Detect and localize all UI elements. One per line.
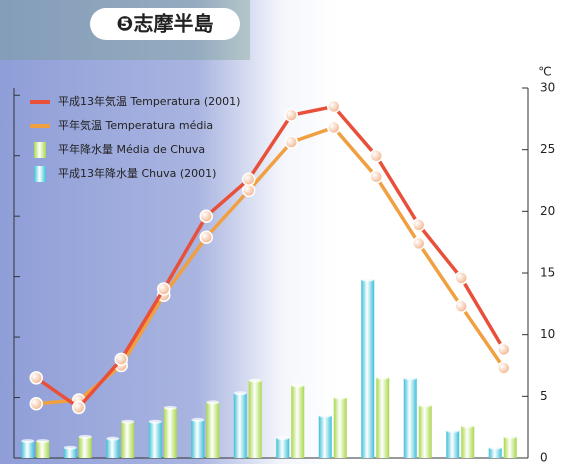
point (498, 343, 510, 355)
bar-cap (446, 429, 459, 433)
point (455, 272, 467, 284)
point (158, 283, 170, 295)
legend-swatch (34, 142, 46, 158)
bar-cap (376, 376, 389, 380)
bar-cap (419, 403, 432, 407)
bar-cap (191, 418, 204, 422)
bar-cap (21, 439, 34, 443)
bar (404, 378, 417, 458)
bar (319, 416, 332, 458)
bar (291, 385, 304, 458)
point (200, 231, 212, 243)
bar-cap (121, 420, 134, 424)
bar-cap (361, 278, 374, 282)
y-tick-label: 25 (540, 142, 555, 156)
point (30, 398, 42, 410)
y-tick-label: 0 (540, 451, 548, 464)
bar-cap (249, 379, 262, 383)
point (413, 237, 425, 249)
bar-cap (291, 383, 304, 387)
point (498, 362, 510, 374)
point (328, 121, 340, 133)
bar (461, 426, 474, 458)
bar (249, 381, 262, 458)
bar-cap (504, 435, 517, 439)
bar (376, 378, 389, 458)
y-axis-label: ℃ (538, 65, 551, 79)
bar (276, 438, 289, 458)
point (285, 136, 297, 148)
bar-cap (489, 446, 502, 450)
bar (79, 437, 92, 458)
bar-cap (149, 420, 162, 424)
bar-cap (79, 435, 92, 439)
legend-label: 平年気温 Temperatura média (58, 118, 213, 132)
bar (191, 420, 204, 458)
bar-cap (461, 424, 474, 428)
point (370, 171, 382, 183)
legend-label: 平成13年降水量 Chuva (2001) (58, 166, 216, 180)
point (413, 219, 425, 231)
bar (164, 408, 177, 458)
bar-cap (206, 400, 219, 404)
point (455, 300, 467, 312)
point (328, 101, 340, 113)
bar-cap (276, 436, 289, 440)
legend-label: 平年降水量 Média de Chuva (58, 142, 205, 156)
bar (504, 437, 517, 458)
bar-cap (234, 391, 247, 395)
chart: ❺志摩半島 ℃ 平成13年気温 Temperatura (2001) 平年気温 T… (0, 0, 563, 464)
bar (21, 441, 34, 458)
bar (106, 439, 119, 458)
bar (446, 431, 459, 458)
bar-cap (319, 414, 332, 418)
bar (419, 405, 432, 458)
point (243, 184, 255, 196)
bar (334, 398, 347, 458)
legend-swatch (30, 124, 50, 128)
bar-cap (106, 437, 119, 441)
bar-cap (334, 396, 347, 400)
point (30, 372, 42, 384)
point (370, 150, 382, 162)
y-tick-label: 20 (540, 204, 555, 218)
y-tick-label: 10 (540, 327, 555, 341)
chart-title: ❺志摩半島 (117, 12, 214, 36)
point (73, 401, 85, 413)
bar (121, 422, 134, 458)
bar-cap (36, 439, 49, 443)
legend-swatch (34, 166, 46, 182)
point (200, 210, 212, 222)
point (243, 173, 255, 185)
bar (234, 393, 247, 458)
legend-label: 平成13年気温 Temperatura (2001) (58, 94, 240, 108)
y-tick-label: 30 (540, 81, 555, 95)
bar (36, 441, 49, 458)
legend-swatch (30, 100, 50, 104)
bar (206, 402, 219, 458)
bar-cap (404, 376, 417, 380)
y-tick-label: 15 (540, 266, 555, 280)
bar-cap (64, 446, 77, 450)
bar (149, 422, 162, 458)
point (285, 109, 297, 121)
bar-cap (164, 406, 177, 410)
bar (361, 280, 374, 458)
y-tick-label: 5 (540, 389, 548, 403)
point (115, 353, 127, 365)
